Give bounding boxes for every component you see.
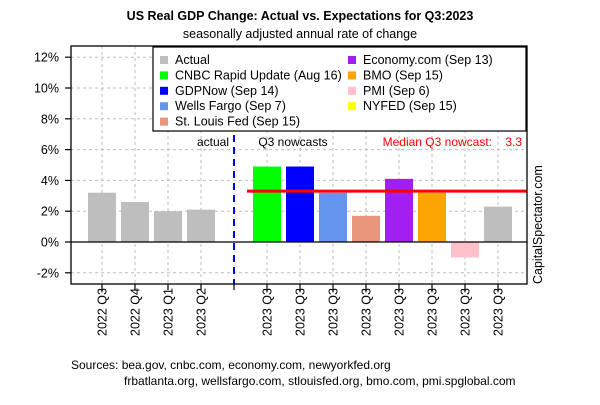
x-tick-label: 2023 Q3 [360, 288, 374, 336]
y-tick-label: 2% [41, 205, 59, 219]
x-tick-label: 2023 Q3 [294, 288, 308, 336]
bar [385, 178, 413, 242]
legend-label: CNBC Rapid Update (Aug 16) [175, 68, 342, 82]
x-tick-label: 2023 Q3 [393, 288, 407, 336]
x-tick-label: 2023 Q3 [426, 288, 440, 336]
plot-frame [70, 45, 528, 285]
legend-label: Actual [175, 53, 210, 67]
legend-label: Economy.com (Sep 13) [363, 53, 493, 67]
x-tick-label: 2023 Q2 [195, 288, 209, 336]
legend-label: PMI (Sep 6) [363, 84, 430, 98]
legend-swatch [160, 71, 168, 80]
x-tick-label: 2023 Q3 [459, 288, 473, 336]
bar [253, 166, 281, 242]
legend-swatch [160, 102, 168, 111]
legend-swatch [348, 71, 356, 80]
sources-line1: Sources: bea.gov, cnbc.com, economy.com,… [71, 358, 391, 372]
legend-label: Wells Fargo (Sep 7) [175, 99, 286, 113]
watermark: CapitalSpectator.com [531, 165, 545, 284]
bar [187, 209, 215, 242]
x-tick-label: 2023 Q3 [492, 288, 506, 336]
y-tick-label: 10% [34, 82, 59, 96]
legend-swatch [348, 56, 356, 64]
legend-swatch [160, 56, 168, 64]
legend-box [152, 46, 527, 132]
y-tick-label: 0% [41, 236, 59, 250]
chart-subtitle: seasonally adjusted annual rate of chang… [183, 27, 417, 41]
legend-swatch [348, 102, 356, 111]
bar [352, 215, 380, 242]
bar [418, 192, 446, 242]
legend-label: St. Louis Fed (Sep 15) [175, 115, 300, 129]
x-tick-label: 2023 Q3 [327, 288, 341, 336]
bar [319, 192, 347, 242]
x-tick-label: 2023 Q3 [261, 288, 275, 336]
bar [88, 192, 116, 242]
bar [286, 166, 314, 242]
chart-title: US Real GDP Change: Actual vs. Expectati… [127, 9, 474, 23]
legend-label: NYFED (Sep 15) [363, 99, 457, 113]
legend-label: BMO (Sep 15) [363, 68, 443, 82]
legend-label: GDPNow (Sep 14) [175, 84, 279, 98]
y-axis: -2% 0% 2% 4% 6% 8% 10% 12% [34, 51, 71, 280]
median-value: 3.3 [505, 135, 522, 149]
y-tick-label: 12% [34, 51, 59, 65]
bars [71, 135, 527, 284]
x-axis: 2022 Q3 2022 Q4 2023 Q1 2023 Q2 2023 Q3 2023 … [70, 45, 528, 336]
x-tick-label: 2023 Q1 [162, 288, 176, 336]
actual-label: actual [197, 135, 229, 149]
legend-swatch [160, 86, 168, 95]
x-tick-label: 2022 Q3 [96, 288, 110, 336]
y-tick-label: 6% [41, 143, 59, 157]
legend-swatch [348, 86, 356, 95]
bar [154, 211, 182, 242]
bar [451, 242, 479, 258]
median-label: Median Q3 nowcast: [383, 135, 492, 149]
nowcasts-label: Q3 nowcasts [258, 135, 327, 149]
y-tick-label: 8% [41, 112, 59, 126]
bar [484, 206, 512, 242]
sources-line2: frbatlanta.org, wellsfargo.com, stlouisf… [124, 374, 516, 388]
y-tick-label: -2% [37, 266, 59, 280]
legend-swatch [160, 117, 168, 126]
bar [121, 201, 149, 242]
y-tick-label: 4% [41, 174, 59, 188]
x-tick-label: 2022 Q4 [129, 288, 143, 336]
